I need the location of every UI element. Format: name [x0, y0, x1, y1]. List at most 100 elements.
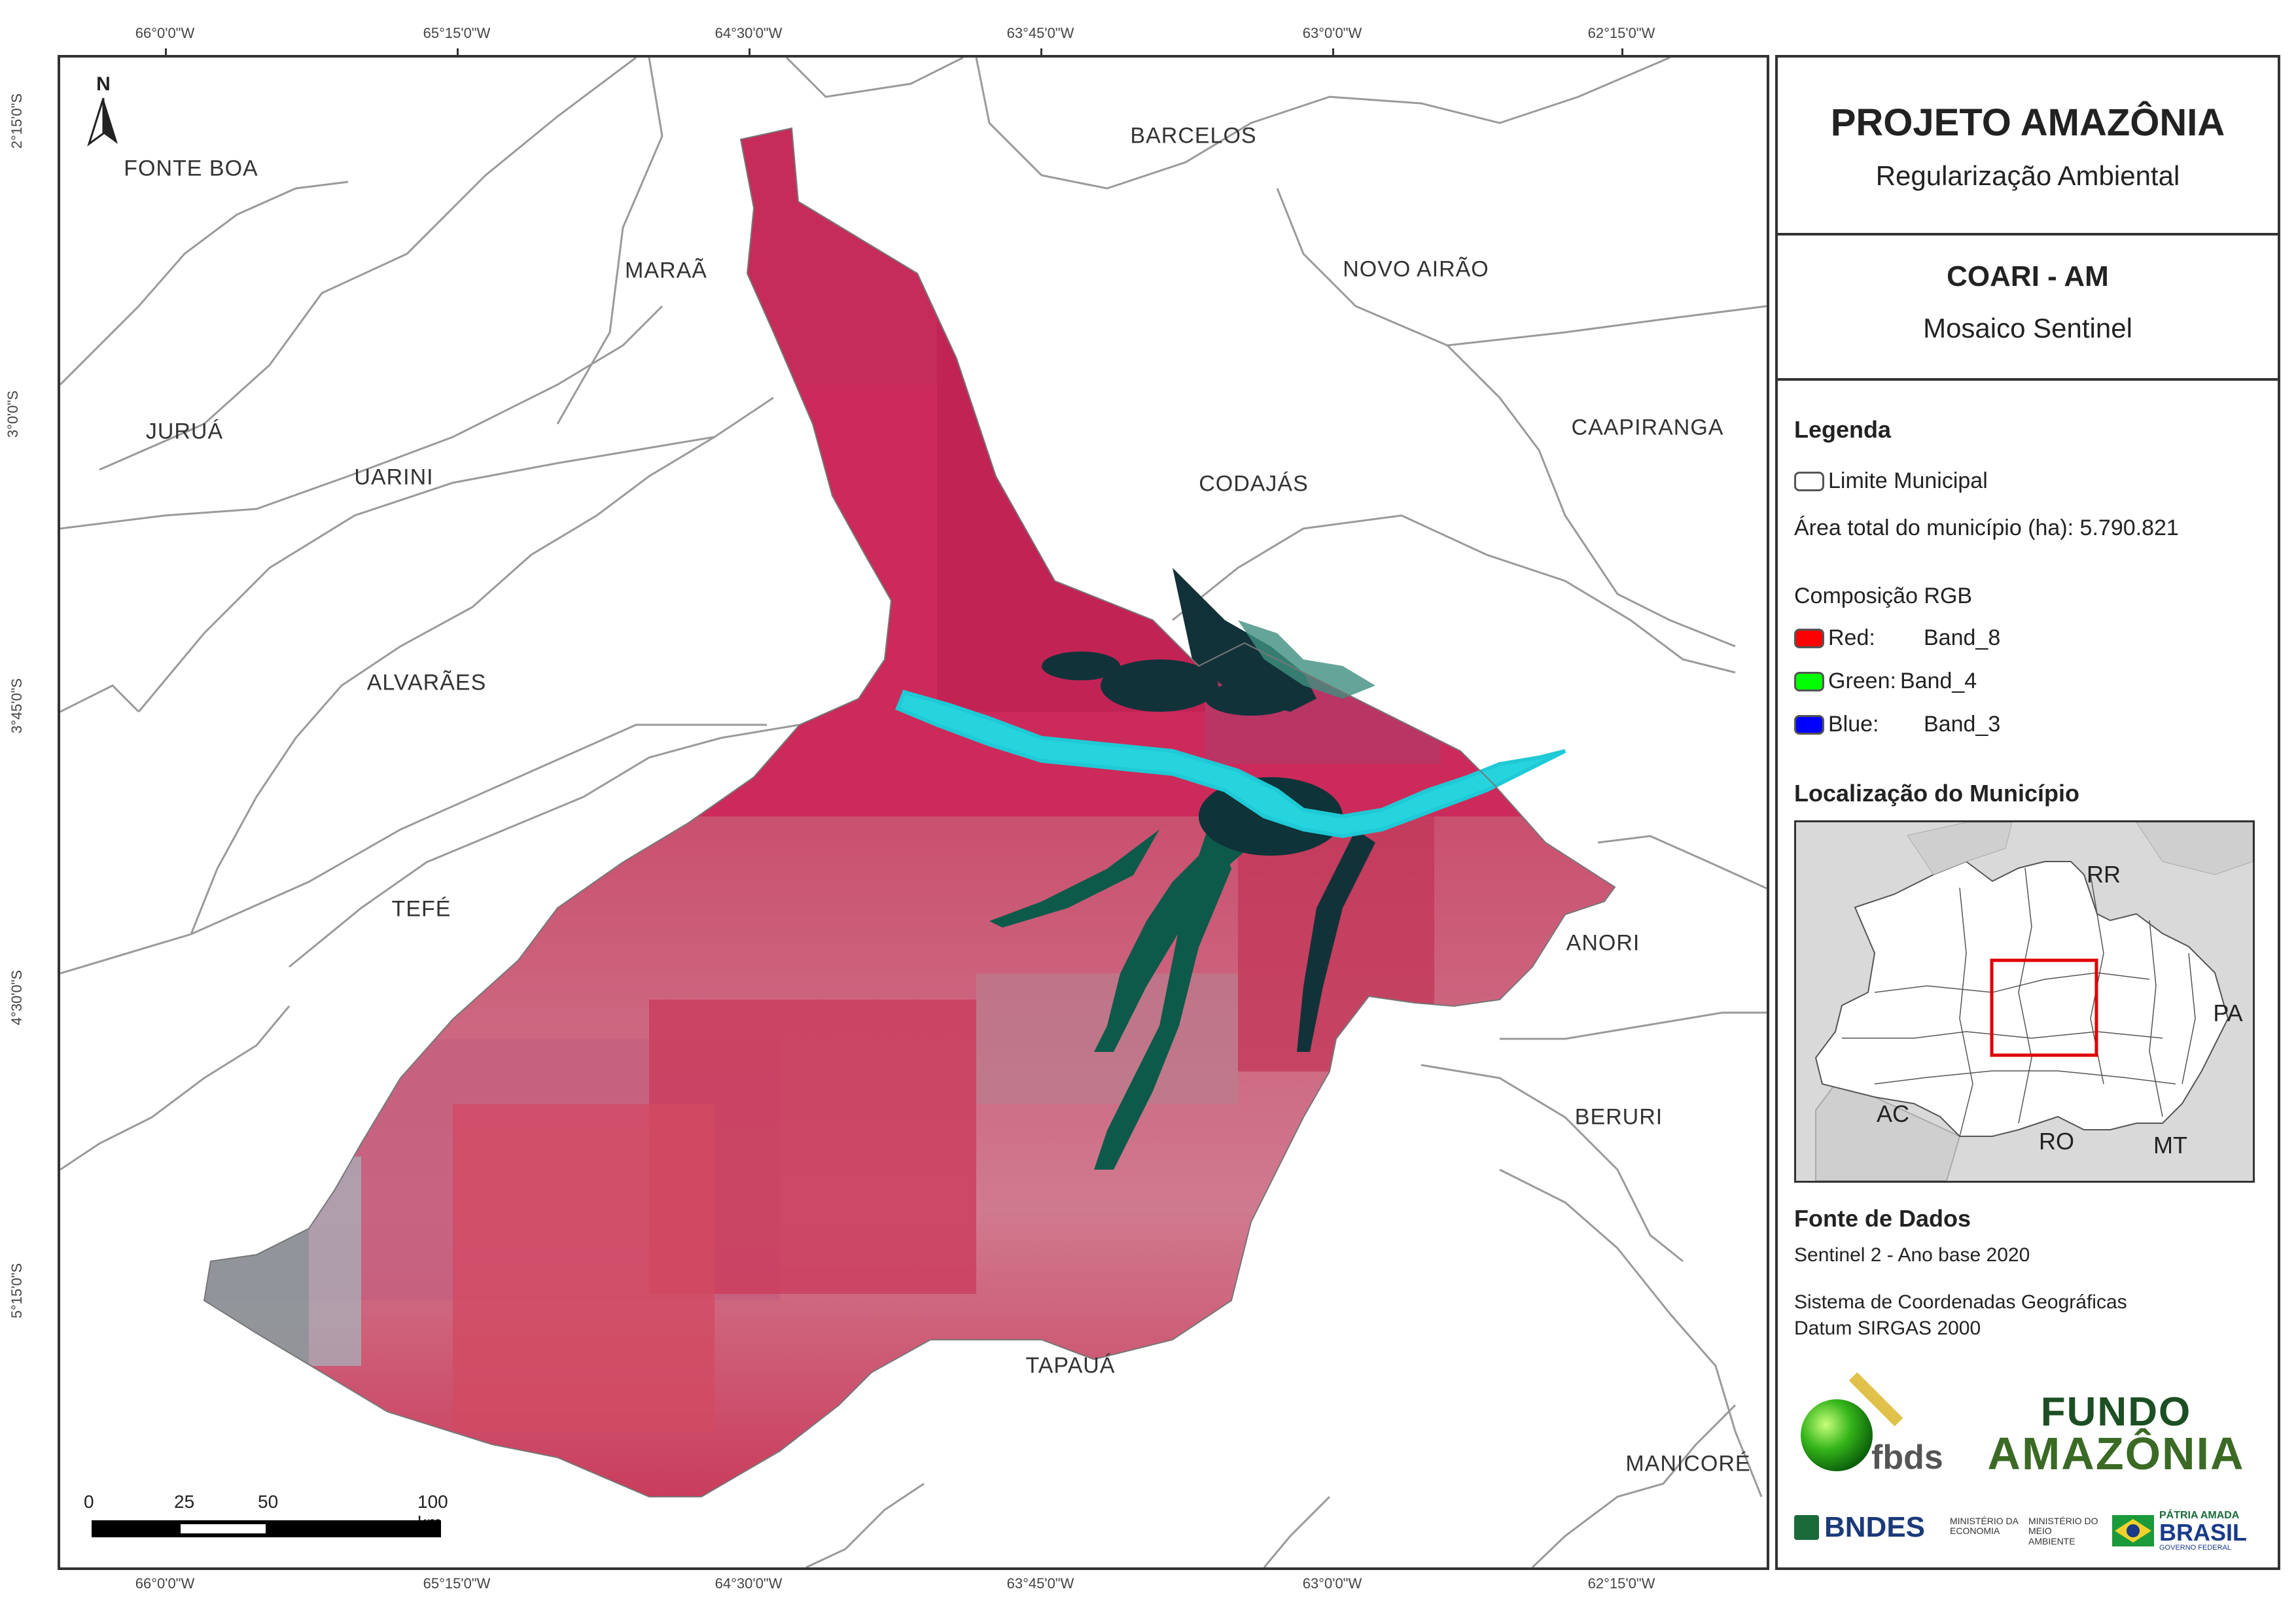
inset-map	[1814, 822, 2253, 1181]
fbds-logo: fbds	[1794, 1370, 1958, 1476]
scale-label-50: 50	[258, 1492, 279, 1512]
patria-big: BRASIL	[2159, 1518, 2247, 1546]
bndes-text: BNDES	[1824, 1511, 1926, 1543]
lat-label-4: 4°30'0"S	[9, 969, 26, 1026]
amazonia-text: AMAZÔNIA	[1987, 1427, 2245, 1479]
coari-mosaic	[204, 128, 1615, 1497]
label-barcelos: BARCELOS	[1130, 123, 1257, 148]
label-alvaraes: ALVARÃES	[366, 670, 487, 695]
project-title: PROJETO AMAZÔNIA	[1830, 101, 2225, 144]
location-heading: Localização do Município	[1794, 780, 2080, 807]
label-tapaua: TAPAUÁ	[1025, 1353, 1116, 1378]
project-subtitle: Regularização Ambiental	[1875, 160, 2180, 191]
north-arrow: N	[84, 73, 123, 152]
lat-label-3: 3°45'0"S	[9, 678, 26, 734]
sources-heading: Fonte de Dados	[1794, 1205, 1971, 1232]
red-swatch	[1794, 628, 1824, 648]
state-rr: RR	[2087, 861, 2121, 888]
label-tefe: TEFÉ	[391, 896, 451, 922]
label-anori: ANORI	[1566, 930, 1640, 956]
lon-label-bottom-6: 62°15'0"W	[1587, 1575, 1655, 1592]
patria-gov: GOVERNO FEDERAL	[2159, 1543, 2232, 1552]
label-caapiranga: CAAPIRANGA	[1571, 415, 1724, 440]
state-ro: RO	[2039, 1128, 2074, 1155]
label-fonte-boa: FONTE BOA	[124, 156, 258, 181]
lon-label-bottom-3: 64°30'0"W	[715, 1575, 783, 1592]
green-swatch	[1794, 671, 1824, 691]
lat-label-1: 2°15'0"S	[9, 93, 26, 149]
lon-label-bottom-1: 66°0'0"W	[135, 1575, 195, 1592]
lat-label-2: 3°0'0"S	[5, 390, 22, 438]
solimoes-river	[895, 689, 1566, 839]
blue-swatch	[1794, 714, 1824, 735]
lon-label-top-4: 63°45'0"W	[1006, 25, 1074, 41]
lon-label-bottom-5: 63°0'0"W	[1302, 1575, 1362, 1592]
band-blue: Blue: Band_3	[1794, 712, 2000, 737]
fundo-amazonia-logo: FUNDO AMAZÔNIA	[1979, 1389, 2253, 1485]
north-label: N	[96, 73, 111, 95]
boundary-swatch	[1794, 471, 1824, 491]
scale-label-25: 25	[174, 1492, 195, 1512]
ministerio-meio-ambiente: MINISTÉRIO DO MEIO AMBIENTE	[2028, 1516, 2098, 1546]
location-inset[interactable]: RR PA AC RO MT	[1794, 820, 2255, 1183]
legend-boundary: Limite Municipal	[1794, 468, 1988, 494]
green-label: Green:	[1828, 669, 1896, 693]
lon-label-top-6: 62°15'0"W	[1587, 25, 1655, 41]
side-panel	[1775, 55, 2280, 1570]
fbds-text: fbds	[1871, 1439, 1943, 1476]
state-mt: MT	[2153, 1132, 2187, 1159]
lon-label-top-2: 65°15'0"W	[423, 25, 491, 41]
state-ac: AC	[1876, 1100, 1910, 1127]
map-title: COARI - AM	[1947, 260, 2109, 292]
scale-bar-fill	[92, 1520, 441, 1537]
fundo-text: FUNDO	[2040, 1389, 2192, 1435]
brazil-flag-icon	[2112, 1515, 2154, 1546]
green-band: Band_4	[1899, 669, 1977, 693]
patria-amada-logo: PÁTRIA AMADA BRASIL GOVERNO FEDERAL	[2112, 1505, 2256, 1557]
lat-label-5: 5°15'0"S	[9, 1263, 26, 1319]
rgb-heading: Composição RGB	[1794, 584, 1973, 608]
header-section: PROJETO AMAZÔNIA Regularização Ambiental	[1778, 58, 2278, 236]
area-text: Área total do município (ha): 5.790.821	[1794, 515, 2179, 540]
label-novo-airao: NOVO AIRÃO	[1343, 256, 1489, 282]
lon-label-top-3: 64°30'0"W	[715, 25, 783, 41]
sources-line1: Sentinel 2 - Ano base 2020	[1794, 1244, 2030, 1266]
map-canvas[interactable]	[60, 58, 1767, 1567]
fbds-logo-icon	[1801, 1372, 1903, 1471]
red-label: Red:	[1828, 625, 1875, 650]
lon-label-top-1: 66°0'0"W	[135, 25, 195, 41]
map-subtitle: Mosaico Sentinel	[1923, 313, 2132, 343]
state-pa: PA	[2213, 1000, 2243, 1026]
map-title-section: COARI - AM Mosaico Sentinel	[1778, 236, 2278, 381]
coari-locator-box	[1990, 958, 2098, 1057]
scale-bar-segment	[181, 1524, 266, 1533]
municipal-boundaries	[60, 58, 1767, 1567]
patria-small: PÁTRIA AMADA	[2159, 1509, 2240, 1521]
lon-label-bottom-4: 63°45'0"W	[1006, 1575, 1074, 1592]
bndes-logo: BNDES	[1794, 1511, 1925, 1544]
scale-bar: 0 25 50 100 km	[84, 1492, 450, 1544]
band-green: Green: Band_4	[1794, 669, 1977, 694]
label-codajas: CODAJÁS	[1199, 471, 1309, 497]
blue-label: Blue:	[1828, 712, 1879, 737]
north-arrow-icon	[87, 97, 118, 147]
band-red: Red: Band_8	[1794, 625, 2000, 651]
label-jurua: JURUÁ	[145, 419, 224, 444]
sources-line2: Sistema de Coordenadas Geográficas	[1794, 1291, 2127, 1313]
red-band: Band_8	[1924, 625, 2001, 650]
bndes-icon	[1794, 1515, 1819, 1540]
sources-line3: Datum SIRGAS 2000	[1794, 1318, 1981, 1339]
label-uarini: UARINI	[354, 464, 434, 490]
map-frame[interactable]: N 0 25 50 100 km	[58, 55, 1769, 1570]
blue-band: Band_3	[1924, 712, 2001, 737]
scale-label-0: 0	[84, 1492, 94, 1512]
label-manicore: MANICORÉ	[1625, 1451, 1751, 1476]
ministerio-economia: MINISTÉRIO DA ECONOMIA	[1950, 1516, 2019, 1537]
label-beruri: BERURI	[1574, 1104, 1663, 1130]
label-maraa: MARAÃ	[625, 258, 707, 283]
coari-boundary	[203, 127, 1616, 1497]
boundary-label: Limite Municipal	[1828, 468, 1988, 493]
legend-heading: Legenda	[1794, 416, 1892, 443]
lon-label-top-5: 63°0'0"W	[1302, 25, 1362, 41]
lon-label-bottom-2: 65°15'0"W	[423, 1575, 491, 1592]
